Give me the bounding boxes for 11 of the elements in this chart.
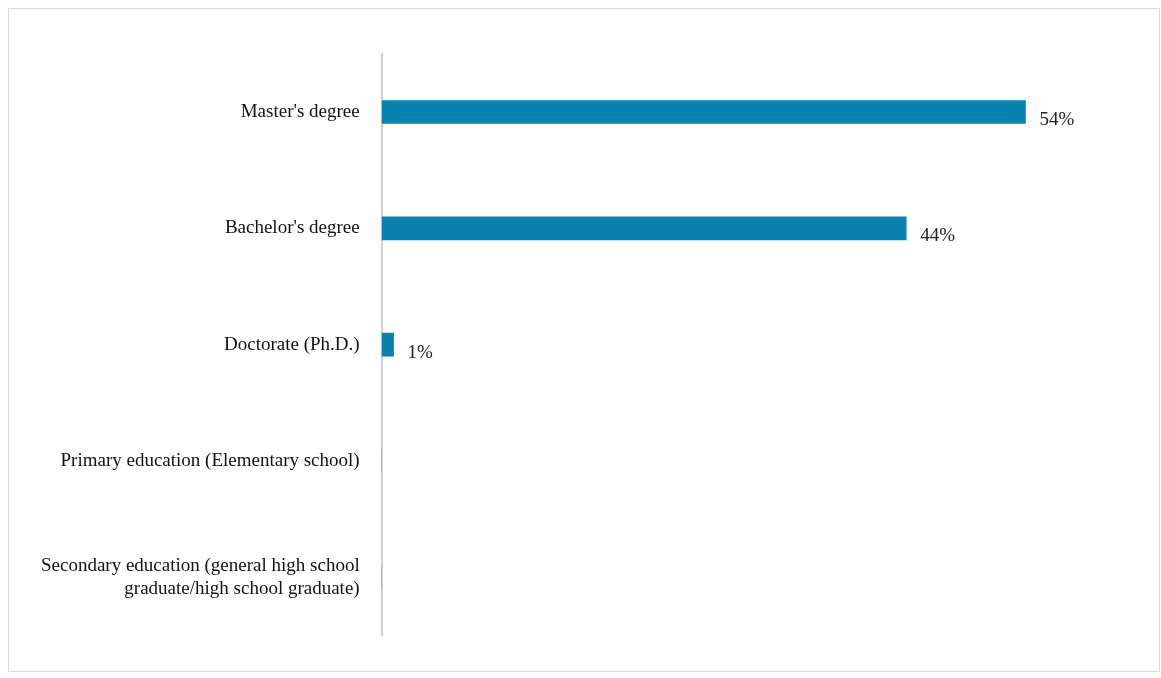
data-label: 1% xyxy=(407,340,434,362)
y-tick-label: Bachelor's degree xyxy=(224,216,360,238)
bar xyxy=(381,100,1026,124)
y-tick-label: Master's degree xyxy=(240,99,360,121)
y-tick-label: Doctorate (Ph.D.) xyxy=(224,332,360,355)
data-label: 54% xyxy=(1039,107,1075,129)
bar xyxy=(381,216,907,241)
bar xyxy=(381,332,394,357)
y-tick-label: Secondary education (general high school graduate/high school graduate) xyxy=(41,554,360,599)
data-label: 44% xyxy=(920,224,956,246)
y-tick-label: Primary education (Elementary school) xyxy=(60,449,360,472)
